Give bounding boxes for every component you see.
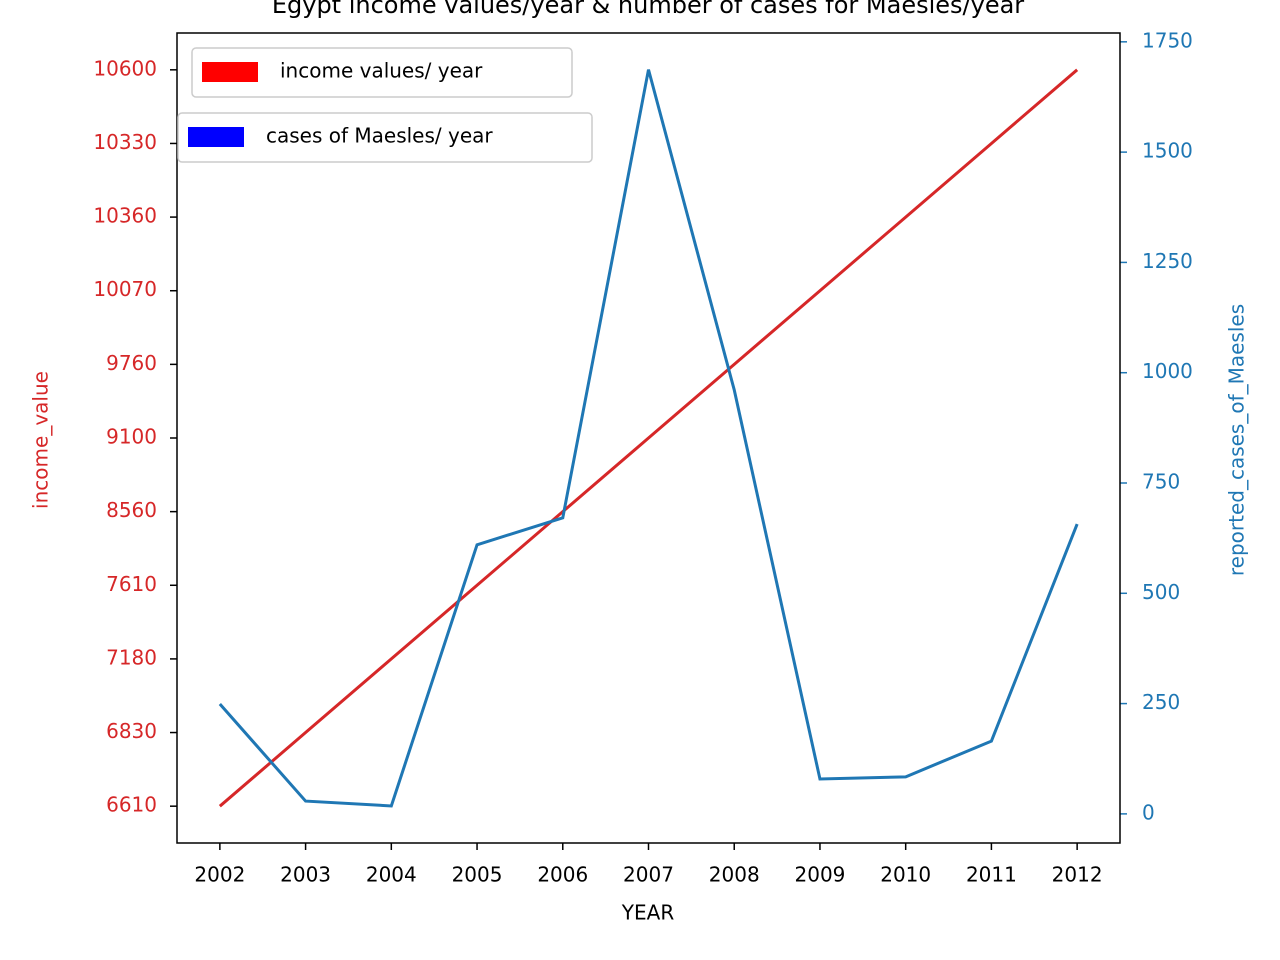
chart-title: Egypt income values/year & number of cas… xyxy=(272,0,1024,19)
x-tick-label: 2011 xyxy=(966,863,1017,887)
y2-tick-label: 1250 xyxy=(1142,249,1193,273)
x-tick-label: 2005 xyxy=(452,863,503,887)
y-tick-label: 8560 xyxy=(106,498,157,522)
x-tick-label: 2002 xyxy=(194,863,245,887)
x-axis-label: YEAR xyxy=(621,901,675,925)
y-tick-label: 10360 xyxy=(93,204,157,228)
x-tick-label: 2004 xyxy=(366,863,417,887)
y-tick-label: 9760 xyxy=(106,351,157,375)
y2-tick-label: 1000 xyxy=(1142,359,1193,383)
y-tick-label: 9100 xyxy=(106,425,157,449)
y-tick-label: 6830 xyxy=(106,719,157,743)
y2-tick-label: 250 xyxy=(1142,690,1180,714)
series-line xyxy=(218,68,1079,808)
legend-box xyxy=(191,47,573,98)
y-tick-label: 7180 xyxy=(106,645,157,669)
legend-swatch xyxy=(202,62,258,82)
x-tick-label: 2006 xyxy=(537,863,588,887)
x-tick-label: 2009 xyxy=(795,863,846,887)
plot-frame xyxy=(176,32,1121,844)
y-tick-label: 10600 xyxy=(93,56,157,80)
y-axis-label: income_value xyxy=(29,371,53,509)
legend-box xyxy=(177,112,593,163)
y-tick-label: 7610 xyxy=(106,572,157,596)
y-tick-label: 10070 xyxy=(93,277,157,301)
x-tick-label: 2007 xyxy=(623,863,674,887)
y2-axis-label: reported_cases_of_Maesles xyxy=(1225,304,1249,576)
x-tick-label: 2008 xyxy=(709,863,760,887)
y2-tick-label: 1750 xyxy=(1142,28,1193,52)
y2-tick-label: 500 xyxy=(1142,580,1180,604)
legend-swatch xyxy=(188,127,244,147)
y-tick-label: 10330 xyxy=(93,130,157,154)
y-tick-label: 6610 xyxy=(106,793,157,817)
legend-label: income values/ year xyxy=(280,59,483,83)
series-line xyxy=(218,69,1079,808)
x-tick-label: 2012 xyxy=(1052,863,1103,887)
x-tick-label: 2010 xyxy=(880,863,931,887)
legend-label: cases of Maesles/ year xyxy=(266,124,493,148)
y2-tick-label: 750 xyxy=(1142,470,1180,494)
y2-tick-label: 1500 xyxy=(1142,139,1193,163)
y2-tick-label: 0 xyxy=(1142,800,1155,824)
x-tick-label: 2003 xyxy=(280,863,331,887)
